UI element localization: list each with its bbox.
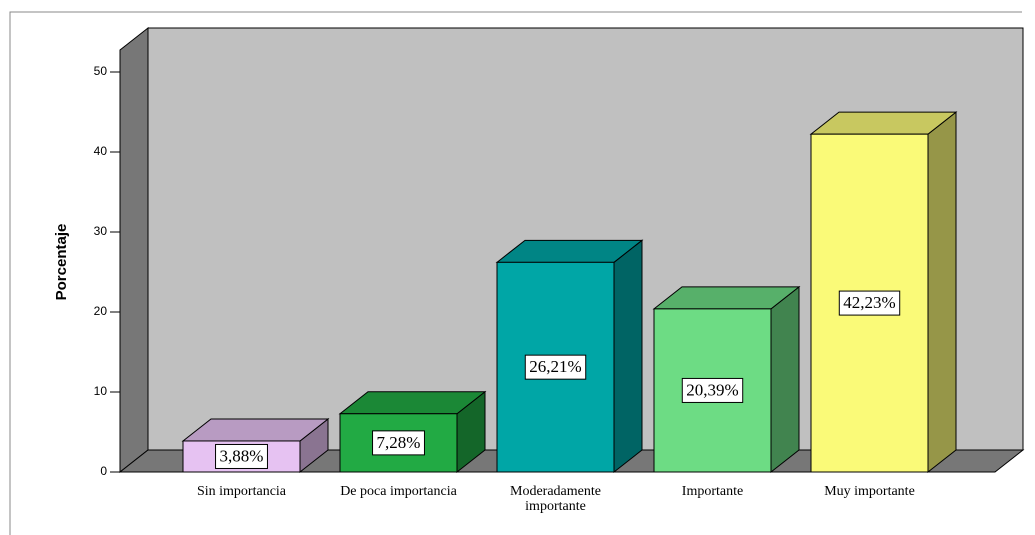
- x-tick-label: Moderadamente importante: [510, 484, 601, 514]
- x-tick-label: Sin importancia: [197, 484, 287, 499]
- y-tick-label: 10: [94, 384, 108, 398]
- y-tick-label: 20: [94, 304, 108, 318]
- y-tick-label: 30: [94, 224, 108, 238]
- value-label: 7,28%: [377, 433, 421, 452]
- value-label-box: [524, 354, 587, 380]
- bar-side: [613, 239, 643, 474]
- value-label: 26,21%: [529, 357, 581, 376]
- bar-side: [927, 111, 957, 474]
- value-label: 42,23%: [843, 293, 895, 312]
- y-axis-label: Porcentaje: [53, 224, 70, 301]
- x-tick-label: Muy importante: [824, 484, 915, 499]
- bar-side: [770, 285, 800, 474]
- value-label: 3,88%: [220, 446, 264, 465]
- frame: [9, 11, 1022, 535]
- value-label-box: [215, 443, 268, 469]
- side-wall: [119, 26, 149, 474]
- bar: [339, 413, 458, 473]
- value-label-box: [838, 290, 901, 316]
- y-tick-label: 0: [100, 464, 107, 478]
- x-tick-label: Importante: [682, 484, 743, 499]
- value-label-box: [681, 377, 744, 403]
- x-tick-label: De poca importancia: [340, 484, 457, 499]
- value-label-box: [372, 430, 425, 456]
- y-tick-label: 40: [94, 144, 108, 158]
- y-tick-label: 50: [94, 64, 108, 78]
- value-label: 20,39%: [686, 380, 738, 399]
